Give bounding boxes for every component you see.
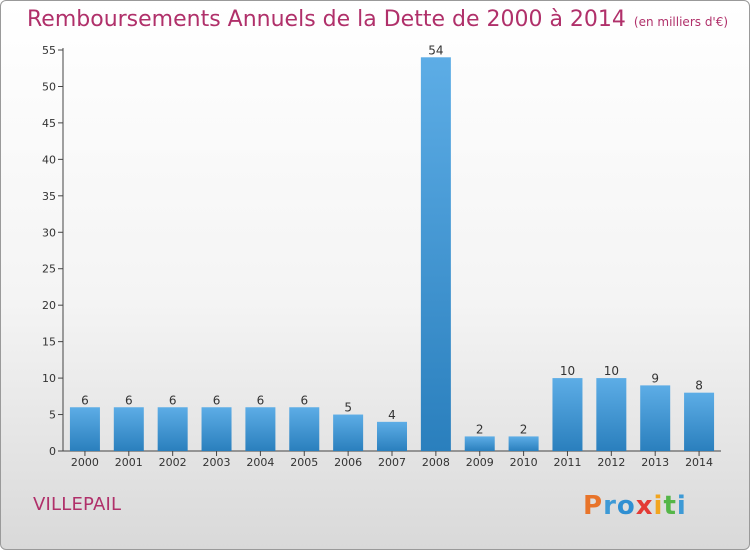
x-tick-label: 2011: [553, 456, 581, 469]
x-tick-label: 2014: [685, 456, 713, 469]
bar-value-label: 6: [213, 393, 221, 407]
logo-letter: i: [676, 491, 687, 521]
bar: [420, 57, 451, 452]
bar: [333, 414, 364, 451]
bar: [684, 392, 715, 451]
x-tick-label: 2009: [466, 456, 494, 469]
bar-value-label: 2: [476, 422, 484, 436]
proxiti-logo: Proxiti: [583, 491, 687, 521]
y-tick-label: 0: [49, 445, 56, 458]
x-tick-label: 2002: [159, 456, 187, 469]
bar: [201, 407, 232, 451]
x-tick-label: 2000: [71, 456, 99, 469]
x-tick-label: 2013: [641, 456, 669, 469]
x-tick-label: 2001: [115, 456, 143, 469]
y-tick-label: 35: [42, 190, 56, 203]
y-tick-label: 45: [42, 117, 56, 130]
y-tick-label: 5: [49, 409, 56, 422]
place-name: VILLEPAIL: [33, 494, 122, 515]
x-tick-label: 2007: [378, 456, 406, 469]
bar: [596, 378, 627, 451]
y-tick-label: 30: [42, 226, 56, 239]
bar: [640, 385, 671, 451]
bar-value-label: 10: [604, 364, 619, 378]
chart-title: Remboursements Annuels de la Dette de 20…: [27, 7, 728, 32]
bar: [113, 407, 144, 451]
y-tick-label: 15: [42, 336, 56, 349]
logo-letter: P: [583, 491, 604, 521]
logo-letter: x: [635, 491, 654, 521]
bar: [552, 378, 583, 451]
y-tick-label: 25: [42, 263, 56, 276]
bar-value-label: 6: [257, 393, 265, 407]
bar-value-label: 5: [344, 401, 352, 415]
bar-value-label: 6: [81, 393, 89, 407]
y-tick-label: 55: [42, 44, 56, 57]
logo-letter: i: [653, 491, 664, 521]
bar: [464, 436, 495, 451]
bar-value-label: 6: [169, 393, 177, 407]
bar: [289, 407, 320, 451]
y-tick-label: 40: [42, 153, 56, 166]
bar: [508, 436, 539, 451]
x-tick-label: 2006: [334, 456, 362, 469]
logo-letter: r: [603, 491, 617, 521]
y-tick-label: 20: [42, 299, 56, 312]
bar-value-label: 10: [560, 364, 575, 378]
y-tick-label: 10: [42, 372, 56, 385]
bars: [69, 57, 715, 452]
logo-letter: o: [616, 491, 636, 521]
x-tick-label: 2004: [246, 456, 274, 469]
bar-value-label: 4: [388, 408, 396, 422]
bar-value-label: 2: [520, 422, 528, 436]
y-tick-label: 50: [42, 80, 56, 93]
bar-value-label: 6: [300, 393, 308, 407]
x-tick-label: 2005: [290, 456, 318, 469]
logo-letter: t: [663, 491, 677, 521]
chart-unit: (en milliers d'€): [633, 15, 729, 29]
x-tick-label: 2008: [422, 456, 450, 469]
bar: [377, 421, 407, 451]
bar-value-label: 54: [428, 43, 443, 57]
bar: [245, 407, 276, 451]
bar-value-label: 6: [125, 393, 133, 407]
bar: [69, 407, 100, 451]
x-tick-label: 2012: [597, 456, 625, 469]
bar-value-label: 8: [695, 379, 703, 393]
bar: [157, 407, 188, 451]
chart-title-main: Remboursements Annuels de la Dette de 20…: [27, 7, 626, 32]
x-tick-label: 2003: [203, 456, 231, 469]
bar-value-label: 9: [651, 371, 659, 385]
x-tick-label: 2010: [510, 456, 538, 469]
